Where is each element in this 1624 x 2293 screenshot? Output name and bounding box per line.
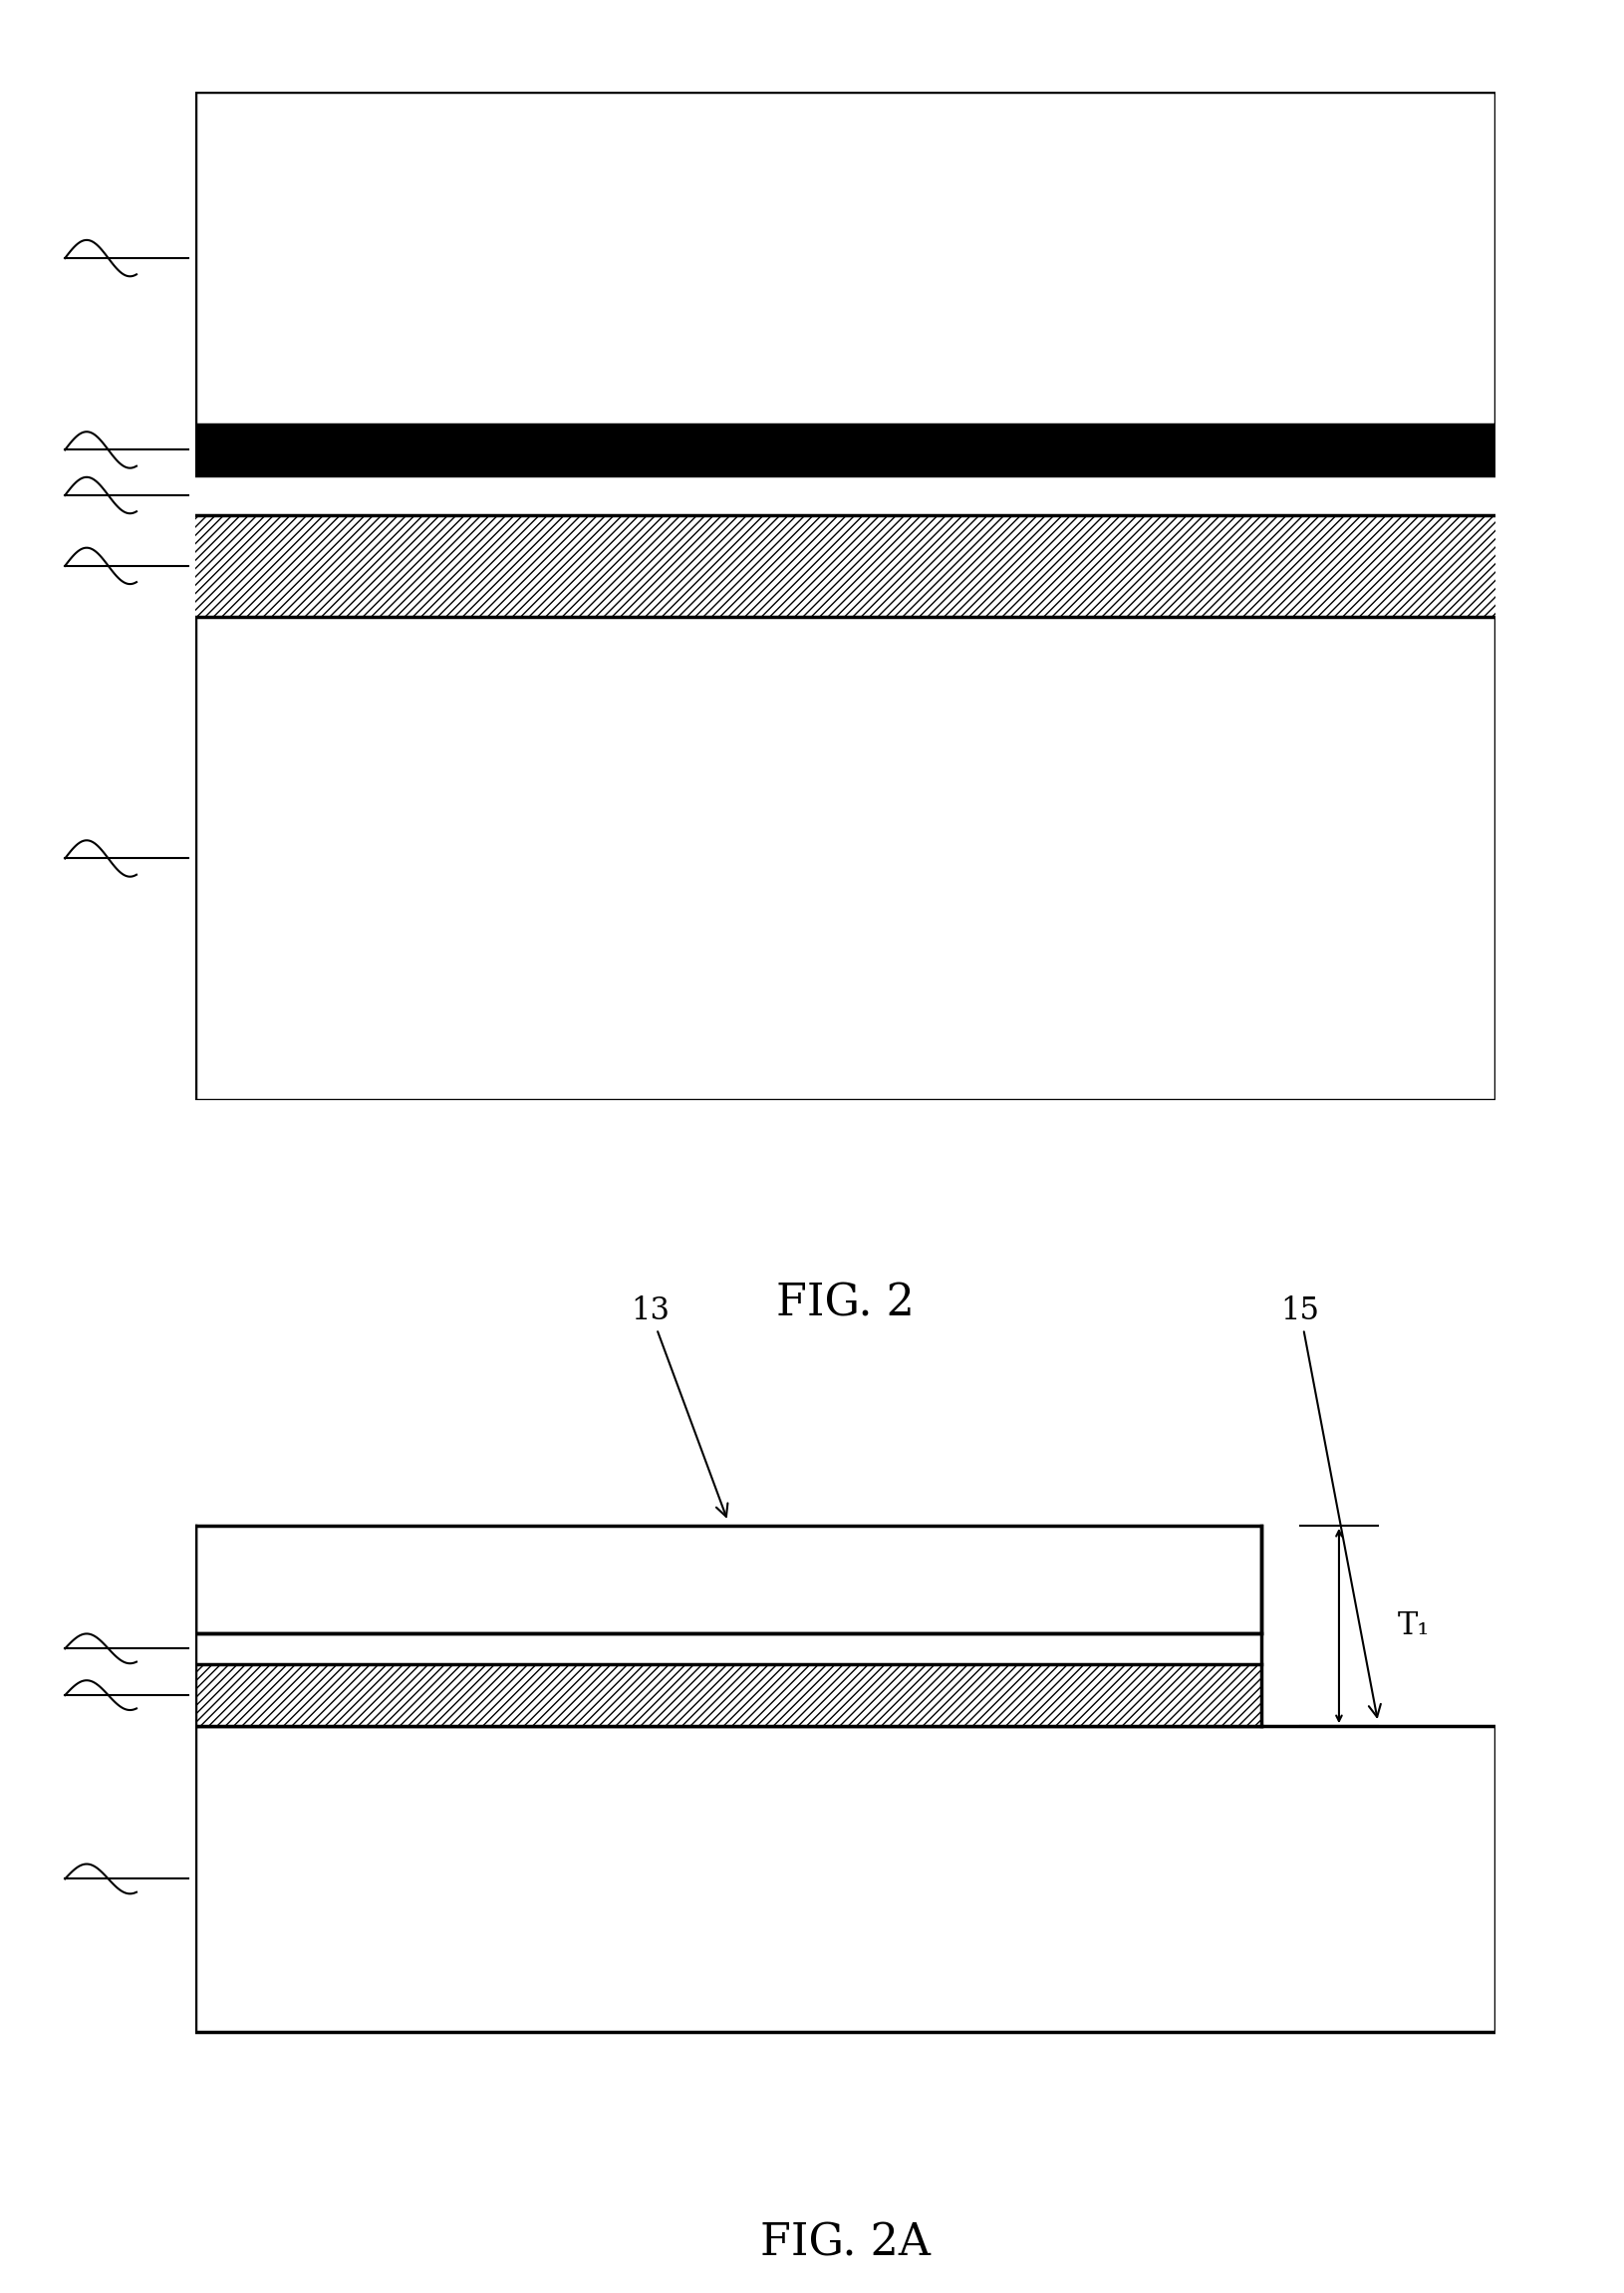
- Bar: [195, 424, 1494, 475]
- Bar: [195, 475, 1494, 516]
- Text: 15: 15: [1280, 1296, 1380, 1717]
- Bar: [195, 1525, 1260, 1633]
- Bar: [195, 516, 1494, 617]
- Text: FIG. 2A: FIG. 2A: [760, 2222, 929, 2265]
- Text: FIG. 2: FIG. 2: [775, 1282, 914, 1325]
- Bar: [195, 1727, 1494, 2032]
- Bar: [195, 1633, 1260, 1665]
- Bar: [195, 1665, 1260, 1727]
- Text: T₁: T₁: [1397, 1610, 1429, 1642]
- Text: 13: 13: [630, 1296, 728, 1516]
